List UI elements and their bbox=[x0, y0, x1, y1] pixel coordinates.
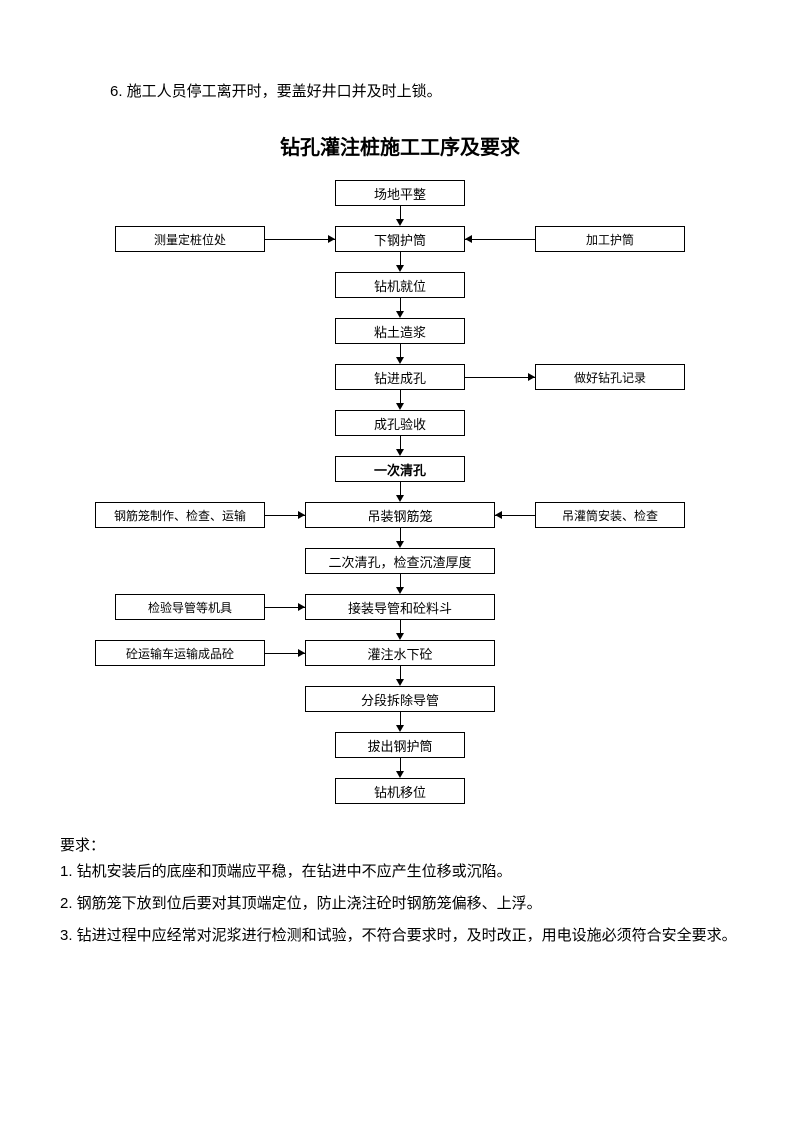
requirements-heading: 要求： bbox=[60, 834, 740, 855]
flow-node: 分段拆除导管 bbox=[305, 686, 495, 712]
flow-side-node: 钢筋笼制作、检查、运输 bbox=[95, 502, 265, 528]
flow-node: 吊装钢筋笼 bbox=[305, 502, 495, 528]
flow-node: 粘土造浆 bbox=[335, 318, 465, 344]
flowchart-canvas: 场地平整下钢护筒钻机就位粘土造浆钻进成孔成孔验收一次清孔吊装钢筋笼二次清孔，检查… bbox=[60, 180, 740, 814]
flow-node: 接装导管和砼料斗 bbox=[305, 594, 495, 620]
flow-side-node: 测量定桩位处 bbox=[115, 226, 265, 252]
flow-node: 钻进成孔 bbox=[335, 364, 465, 390]
flow-side-node: 做好钻孔记录 bbox=[535, 364, 685, 390]
flow-node: 成孔验收 bbox=[335, 410, 465, 436]
requirement-item: 2. 钢筋笼下放到位后要对其顶端定位，防止浇注砼时钢筋笼偏移、上浮。 bbox=[60, 889, 740, 919]
flow-node: 二次清孔，检查沉渣厚度 bbox=[305, 548, 495, 574]
requirement-item: 1. 钻机安装后的底座和顶端应平稳，在钻进中不应产生位移或沉陷。 bbox=[60, 857, 740, 887]
requirement-item: 3. 钻进过程中应经常对泥浆进行检测和试验，不符合要求时，及时改正，用电设施必须… bbox=[60, 921, 740, 951]
flow-side-node: 加工护筒 bbox=[535, 226, 685, 252]
intro-line: 6. 施工人员停工离开时，要盖好井口并及时上锁。 bbox=[60, 80, 740, 101]
flow-side-node: 砼运输车运输成品砼 bbox=[95, 640, 265, 666]
chart-title: 钻孔灌注桩施工工序及要求 bbox=[60, 131, 740, 160]
flow-node: 拔出钢护筒 bbox=[335, 732, 465, 758]
flow-node: 下钢护筒 bbox=[335, 226, 465, 252]
flow-node: 灌注水下砼 bbox=[305, 640, 495, 666]
flow-side-node: 检验导管等机具 bbox=[115, 594, 265, 620]
requirements-list: 1. 钻机安装后的底座和顶端应平稳，在钻进中不应产生位移或沉陷。2. 钢筋笼下放… bbox=[60, 857, 740, 951]
flow-side-node: 吊灌筒安装、检查 bbox=[535, 502, 685, 528]
flow-node: 场地平整 bbox=[335, 180, 465, 206]
flow-node: 一次清孔 bbox=[335, 456, 465, 482]
flow-node: 钻机移位 bbox=[335, 778, 465, 804]
flow-node: 钻机就位 bbox=[335, 272, 465, 298]
